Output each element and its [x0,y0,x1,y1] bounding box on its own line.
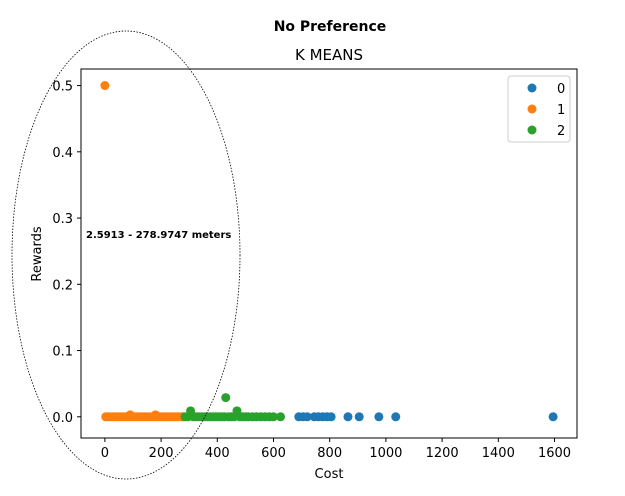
data-point [548,412,558,422]
data-point [326,412,336,422]
legend-label-0: 0 [557,82,565,97]
data-point [268,412,278,422]
data-point [150,410,160,420]
y-tick-label: 0.4 [52,146,73,161]
data-point [100,81,110,91]
y-tick-label: 0.2 [52,278,73,293]
annotation-label: 2.5913 - 278.9747 meters [86,230,231,241]
data-point [354,412,364,422]
x-tick-label: 800 [317,446,342,461]
annotation-ellipse [11,30,241,480]
data-point [302,412,312,422]
legend-marker-2 [527,125,537,135]
series-0 [294,412,558,422]
data-point [343,412,353,422]
x-tick-label: 0 [101,446,109,461]
x-tick-label: 1600 [538,446,571,461]
legend-frame [507,75,571,143]
data-point [221,393,231,403]
y-tick-label: 0.3 [52,212,73,227]
legend-label-2: 2 [557,124,565,139]
x-tick-label: 400 [205,446,230,461]
data-point [391,412,401,422]
chart-title: K MEANS [295,46,363,64]
plot-frame [80,68,578,439]
data-point [276,412,286,422]
x-tick-label: 1000 [369,446,402,461]
legend: 0 1 2 [507,75,571,143]
y-axis-label: Rewards [30,226,45,281]
series-2 [180,393,286,422]
chart-suptitle: No Preference [274,19,387,35]
x-tick-label: 1200 [426,446,459,461]
y-tick-label: 0.5 [52,80,73,95]
data-point [125,410,135,420]
y-tick-label: 0.0 [52,411,73,426]
data-point [374,412,384,422]
x-axis-label: Cost [315,467,344,482]
legend-marker-0 [527,83,537,93]
x-tick-label: 1400 [482,446,515,461]
x-tick-label: 600 [261,446,286,461]
x-axis: 0 200 400 600 800 1000 1200 1400 1600 [101,438,571,461]
y-axis: 0.0 0.1 0.2 0.3 0.4 0.5 [52,80,81,426]
x-tick-label: 200 [149,446,174,461]
legend-marker-1 [527,104,537,114]
legend-label-1: 1 [557,103,565,118]
series-layer [100,81,558,422]
plot-area [80,68,578,439]
y-tick-label: 0.1 [52,345,73,360]
